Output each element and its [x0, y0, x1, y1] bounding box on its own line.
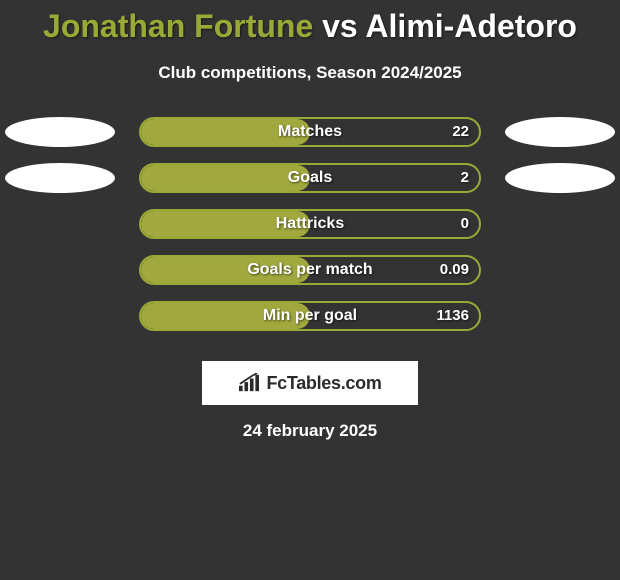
stat-bar: Hattricks0 — [139, 209, 481, 239]
stat-value-player2: 2 — [461, 165, 469, 191]
stat-row: Goals per match0.09 — [0, 255, 620, 285]
player1-badge — [5, 117, 115, 147]
logo-box: FcTables.com — [202, 361, 418, 405]
stat-row: Hattricks0 — [0, 209, 620, 239]
player2-badge — [505, 117, 615, 147]
vs-label: vs — [322, 8, 358, 44]
bar-fill-player1 — [141, 303, 310, 329]
stat-row: Min per goal1136 — [0, 301, 620, 331]
player2-name: Alimi-Adetoro — [365, 8, 577, 44]
bar-fill-player1 — [141, 257, 310, 283]
bar-fill-player1 — [141, 211, 310, 237]
player2-badge — [505, 163, 615, 193]
player1-badge — [5, 163, 115, 193]
date-label: 24 february 2025 — [0, 421, 620, 441]
stat-bar: Goals2 — [139, 163, 481, 193]
stat-bar: Matches22 — [139, 117, 481, 147]
stat-row: Matches22 — [0, 117, 620, 147]
chart-icon — [238, 373, 260, 393]
bar-fill-player1 — [141, 165, 310, 191]
bar-fill-player1 — [141, 119, 310, 145]
stat-value-player2: 1136 — [436, 303, 469, 329]
player1-name: Jonathan Fortune — [43, 8, 313, 44]
subtitle: Club competitions, Season 2024/2025 — [0, 63, 620, 83]
stat-value-player2: 22 — [452, 119, 469, 145]
comparison-title: Jonathan Fortune vs Alimi-Adetoro — [0, 0, 620, 45]
stat-value-player2: 0.09 — [440, 257, 469, 283]
stat-row: Goals2 — [0, 163, 620, 193]
logo-text: FcTables.com — [266, 373, 381, 394]
stat-bar: Goals per match0.09 — [139, 255, 481, 285]
stats-container: Matches22 Goals2 Hattricks0 Goals per match… — [0, 117, 620, 331]
stat-value-player2: 0 — [461, 211, 469, 237]
stat-bar: Min per goal1136 — [139, 301, 481, 331]
